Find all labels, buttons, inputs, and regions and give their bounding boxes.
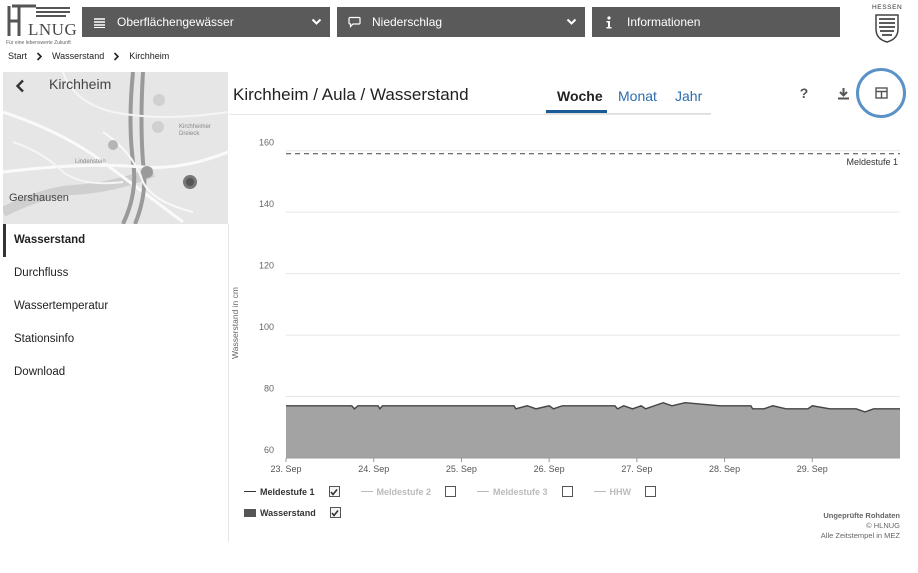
chevron-down-icon [311, 16, 322, 30]
y-tick-label: 140 [259, 199, 274, 209]
chart-footnote: Ungeprüfte Rohdaten © HLNUG Alle Zeitste… [821, 511, 900, 541]
tab-woche[interactable]: Woche [557, 88, 603, 104]
waves-icon [92, 17, 106, 28]
coat-of-arms-icon [875, 14, 899, 43]
map-label-gershausen: Gershausen [9, 192, 69, 204]
hessen-logo[interactable]: HESSEN [872, 4, 902, 48]
sidebar-item-wassertemperatur[interactable]: Wassertemperatur [14, 300, 109, 312]
y-tick-label: 160 [259, 138, 274, 148]
sidebar-item-durchfluss[interactable]: Durchfluss [14, 267, 69, 279]
checkbox-wasserstand[interactable] [329, 507, 341, 518]
nav-label: Niederschlag [372, 15, 443, 29]
nav-label: Informationen [627, 15, 701, 29]
checkbox-meldestufe-1[interactable] [328, 486, 340, 497]
info-icon [602, 15, 616, 29]
sidebar-item-stationsinfo[interactable]: Stationsinfo [14, 333, 75, 345]
sidebar-item-wasserstand[interactable]: Wasserstand [3, 224, 228, 257]
hlnug-logo[interactable]: LNUG Für eine lebenswerte Zukunft [6, 2, 78, 48]
y-tick-label: 80 [264, 384, 274, 394]
series-line-wasserstand [286, 401, 900, 413]
nav-niederschlag[interactable]: Niederschlag [337, 7, 585, 37]
tab-monat[interactable]: Monat [618, 88, 657, 104]
legend-item-hhw[interactable]: HHW [593, 486, 657, 497]
line-swatch-icon [593, 491, 606, 492]
chart-y-axis-label: Wasserstand in cm [230, 287, 240, 359]
header-divider [229, 114, 711, 115]
sidebar-item-download[interactable]: Download [14, 366, 66, 378]
help-icon: ? [799, 85, 809, 101]
chevron-down-icon [566, 16, 577, 30]
line-swatch-icon [477, 491, 490, 492]
map-label-dreieck: Kirchheimer Dreieck [179, 124, 212, 137]
breadcrumb: Start Wasserstand Kirchheim [8, 51, 169, 61]
logo-word: LNUG [28, 20, 78, 39]
series-area-wasserstand [286, 402, 900, 458]
legend-label: HHW [609, 486, 632, 497]
check-icon [331, 509, 339, 517]
line-swatch-icon [360, 491, 373, 492]
footnote-timezone: Alle Zeitstempel in MEZ [820, 531, 900, 540]
x-tick-label: 25. Sep [446, 464, 477, 474]
legend-label: Meldestufe 3 [493, 486, 548, 497]
legend-thresholds: Meldestufe 1 Meldestufe 2 Meldestufe 3 H… [244, 486, 677, 497]
x-tick-label: 28. Sep [709, 464, 740, 474]
legend-item-meldestufe-2[interactable]: Meldestufe 2 [360, 486, 457, 497]
page-title: Kirchheim / Aula / Wasserstand [233, 85, 469, 104]
legend-item-meldestufe-1[interactable]: Meldestufe 1 [244, 486, 340, 497]
back-chevron-icon[interactable] [15, 79, 25, 98]
line-swatch-icon [244, 491, 256, 492]
hessen-text: HESSEN [872, 4, 903, 11]
legend-label: Wasserstand [260, 507, 316, 518]
x-tick-label: 23. Sep [270, 464, 301, 474]
chevron-right-icon [113, 51, 120, 61]
map-background [3, 72, 228, 224]
x-tick-label: 27. Sep [621, 464, 652, 474]
download-icon [837, 87, 849, 99]
y-tick-label: 120 [259, 261, 274, 271]
sidebar-menu: Wasserstand Durchfluss Wassertemperatur … [3, 224, 228, 389]
threshold-label: Meldestufe 1 [846, 157, 898, 167]
checkbox-meldestufe-2[interactable] [445, 486, 457, 497]
logo-tagline: Für eine lebenswerte Zukunft [6, 40, 71, 46]
download-button[interactable] [834, 84, 852, 102]
nav-informationen[interactable]: Informationen [592, 7, 840, 37]
period-tabs: Woche Monat Jahr [545, 82, 711, 114]
active-tab-indicator [546, 110, 607, 113]
logo-mark-icon [7, 4, 70, 36]
check-icon [330, 488, 338, 496]
checkbox-meldestufe-3[interactable] [561, 486, 573, 497]
tab-jahr[interactable]: Jahr [675, 88, 703, 104]
chevron-right-icon [36, 51, 43, 61]
breadcrumb-start[interactable]: Start [8, 51, 28, 61]
legend-series: Wasserstand [244, 507, 362, 518]
y-tick-label: 60 [264, 445, 274, 455]
station-map[interactable]: Kirchheim Kirchheimer Dreieck Lindenstei… [3, 72, 228, 224]
breadcrumb-wasserstand[interactable]: Wasserstand [52, 51, 105, 61]
legend-label: Meldestufe 1 [260, 486, 315, 497]
x-tick-label: 24. Sep [358, 464, 389, 474]
x-tick-label: 29. Sep [797, 464, 828, 474]
chat-bubble-icon [347, 16, 361, 28]
area-swatch-icon [244, 508, 256, 517]
y-tick-label: 100 [259, 322, 274, 332]
sidebar-divider [228, 224, 229, 542]
checkbox-hhw[interactable] [645, 486, 657, 497]
x-tick-label: 26. Sep [534, 464, 565, 474]
legend-item-meldestufe-3[interactable]: Meldestufe 3 [477, 486, 573, 497]
water-level-chart: 60 80 100 120 140 160 Meldestufe 1 23. Sep 24. S… [259, 138, 900, 474]
legend-item-wasserstand[interactable]: Wasserstand [244, 507, 341, 518]
nav-label: Oberflächengewässer [117, 15, 234, 29]
legend-label: Meldestufe 2 [376, 486, 432, 497]
breadcrumb-kirchheim: Kirchheim [129, 51, 170, 61]
map-station-title: Kirchheim [49, 76, 112, 92]
help-button[interactable]: ? [795, 84, 813, 102]
nav-oberflaechengewaesser[interactable]: Oberflächengewässer [82, 7, 330, 37]
footnote-raw-data: Ungeprüfte Rohdaten [823, 511, 900, 520]
highlight-annotation [856, 68, 906, 118]
map-label-town: Lindenstein [75, 159, 106, 165]
footnote-copyright: © HLNUG [866, 521, 900, 530]
